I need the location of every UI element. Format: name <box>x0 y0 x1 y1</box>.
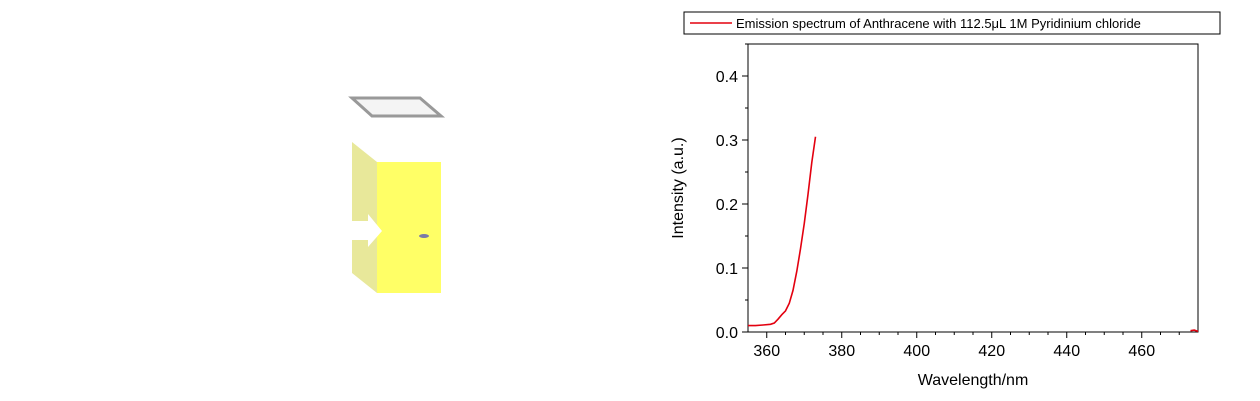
x-tick-label: 360 <box>753 343 780 360</box>
x-tick-label: 400 <box>903 343 930 360</box>
x-tick-label: 460 <box>1128 343 1155 360</box>
x-tick-label: 420 <box>978 343 1005 360</box>
series-layer <box>748 136 1199 333</box>
y-tick-label: 0.1 <box>716 261 738 278</box>
y-tick-label: 0.2 <box>716 197 738 214</box>
plot-frame <box>747 43 1199 333</box>
x-axis-label: Wavelength/nm <box>918 372 1029 389</box>
y-tick-label: 0.4 <box>716 69 738 86</box>
y-tick-label: 0.0 <box>716 325 738 342</box>
x-tick-label: 440 <box>1053 343 1080 360</box>
light-beam-arrow-icon <box>352 214 382 247</box>
legend-entry: Emission spectrum of Anthracene with 112… <box>736 16 1141 31</box>
cuvette-lid <box>348 96 446 118</box>
sample-dot <box>419 234 429 238</box>
y-axis: 0.0 0.1 0.2 0.3 0.4 <box>716 43 748 342</box>
cuvette-icon <box>348 96 446 293</box>
cuvette-front-face <box>377 162 441 293</box>
y-tick-label: 0.3 <box>716 133 738 150</box>
legend: Emission spectrum of Anthracene with 112… <box>683 11 1221 35</box>
x-axis: 360 380 400 420 440 460 <box>753 332 1180 360</box>
emission-series-line-0 <box>748 136 817 327</box>
emission-series-line-1 <box>1190 329 1199 333</box>
legend-box <box>683 11 1221 35</box>
y-axis-label: Intensity (a.u.) <box>670 137 687 238</box>
x-tick-label: 380 <box>828 343 855 360</box>
cuvette-side-face <box>352 142 377 293</box>
